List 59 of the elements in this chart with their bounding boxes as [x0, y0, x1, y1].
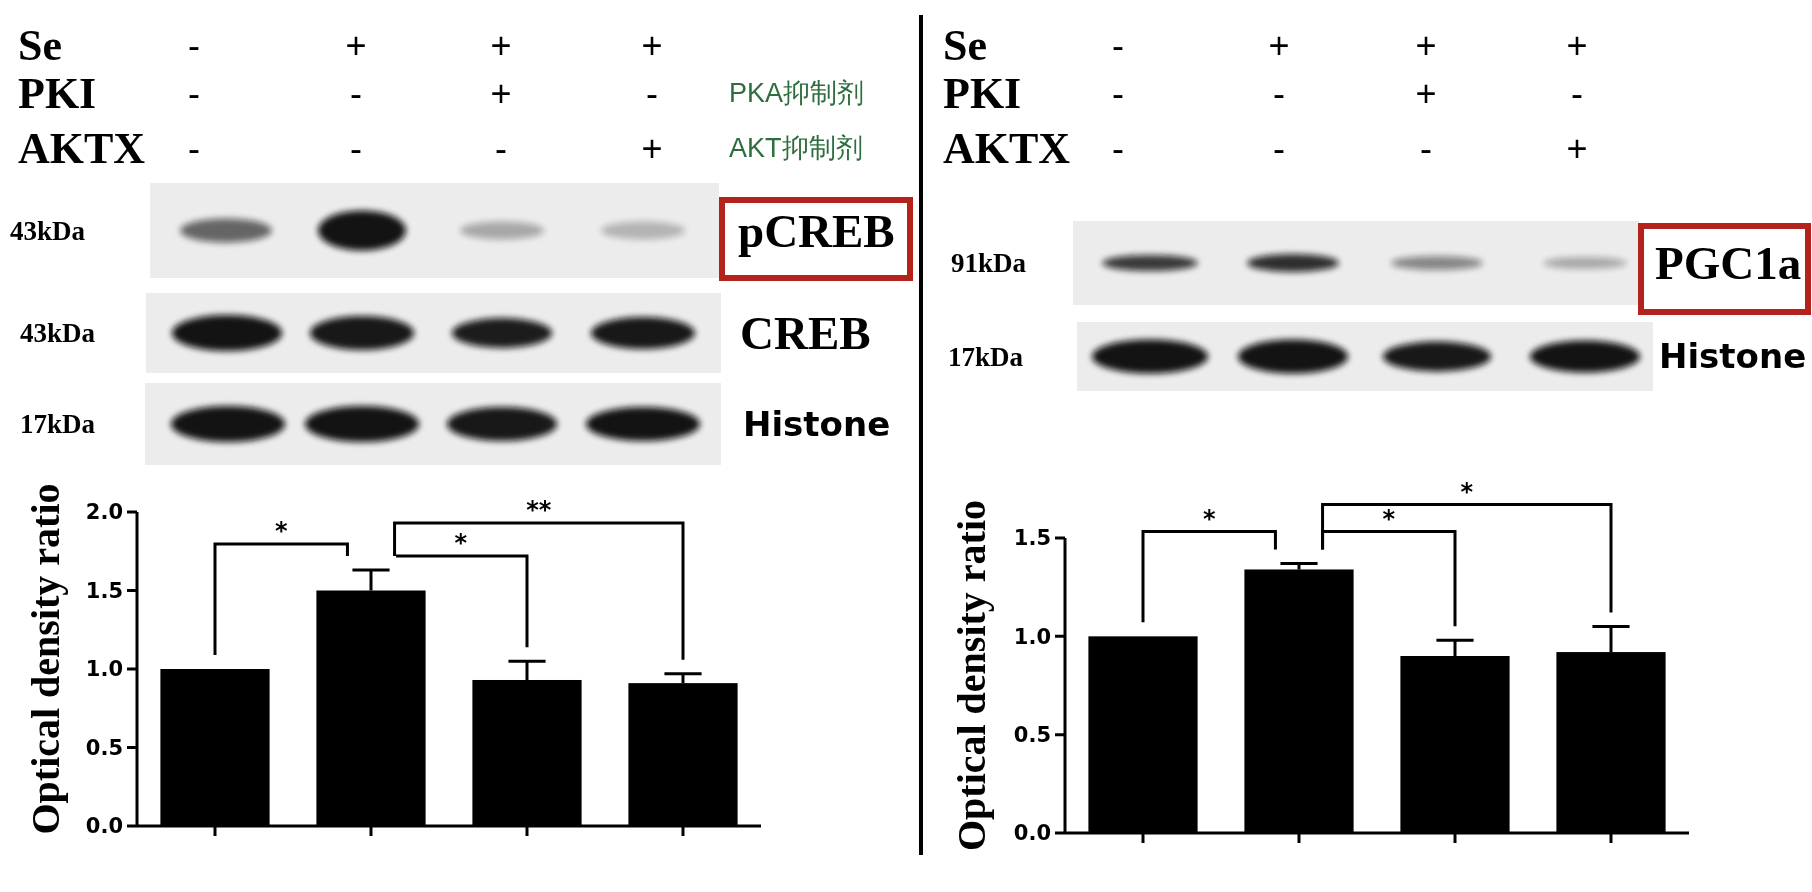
text: - — [1112, 24, 1124, 66]
y-axis-title: Optical density ratio — [949, 499, 994, 852]
y-tick-label: 1.0 — [85, 657, 123, 682]
text: - — [1571, 72, 1583, 114]
text: PKI — [18, 69, 97, 119]
text: PKI — [943, 69, 1022, 119]
text: - — [1273, 72, 1285, 114]
y-tick-label: 0.0 — [85, 814, 123, 839]
text: + — [1566, 127, 1588, 169]
text: 43kDa — [10, 215, 86, 246]
text: + — [641, 24, 663, 66]
text: AKTX — [18, 124, 146, 174]
text: + — [345, 24, 367, 66]
text: * — [1460, 477, 1474, 506]
annotation: ** — [526, 496, 552, 525]
y-tick-label: 2.0 — [85, 500, 123, 525]
text: + — [490, 72, 512, 114]
y-tick-label: 0.0 — [1013, 821, 1051, 846]
text: - — [350, 127, 362, 169]
annotation: * — [454, 529, 468, 558]
text: 17kDa — [20, 409, 96, 440]
y-tick-label: 0.5 — [1013, 723, 1051, 748]
text: CREB — [740, 307, 871, 360]
text: + — [1415, 72, 1437, 114]
text: - — [188, 127, 200, 169]
text: Histone — [743, 403, 891, 444]
text: - — [188, 24, 200, 66]
text: 17kDa — [948, 341, 1024, 372]
text: * — [1382, 504, 1396, 533]
text: AKTX — [943, 124, 1071, 174]
y-axis-title: Optical density ratio — [23, 483, 68, 835]
text: - — [495, 127, 507, 169]
text: - — [350, 72, 362, 114]
text: Histone — [1659, 336, 1807, 377]
text: - — [1420, 127, 1432, 169]
y-tick-label: 1.5 — [85, 578, 123, 603]
text: - — [646, 72, 658, 114]
text: + — [641, 127, 663, 169]
text: AKT抑制剂 — [729, 133, 863, 164]
text: * — [1202, 504, 1216, 533]
text: PGC1a — [1655, 237, 1802, 290]
text: pCREB — [738, 204, 895, 257]
text: + — [1415, 24, 1437, 66]
text: + — [1268, 24, 1290, 66]
text: - — [188, 72, 200, 114]
y-tick-label: 0.5 — [85, 735, 123, 760]
text: 43kDa — [20, 318, 96, 349]
text: Se — [18, 21, 62, 71]
text: + — [1566, 24, 1588, 66]
text: - — [1273, 127, 1285, 169]
text: + — [490, 24, 512, 66]
text: Se — [943, 21, 987, 71]
text: PKA抑制剂 — [729, 78, 865, 109]
text: - — [1112, 72, 1124, 114]
y-tick-label: 1.5 — [1013, 526, 1051, 551]
text: 91kDa — [951, 248, 1027, 279]
text: - — [1112, 127, 1124, 169]
annotation: * — [274, 517, 288, 546]
y-tick-label: 1.0 — [1013, 624, 1051, 649]
